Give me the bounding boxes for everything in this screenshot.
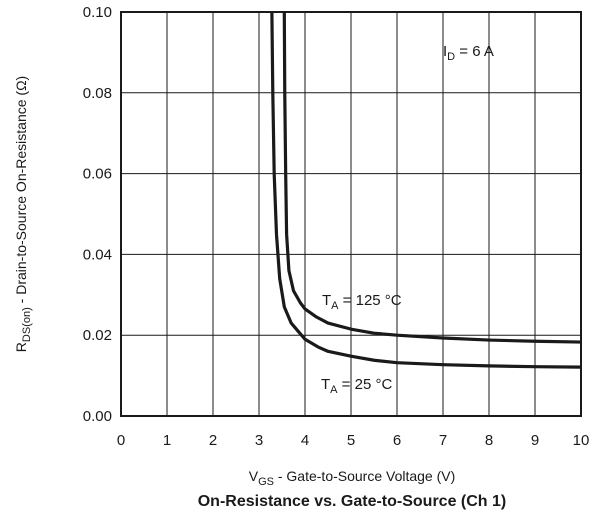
x-tick-label: 5	[347, 432, 355, 449]
x-tick-label: 9	[531, 432, 539, 449]
x-tick-label: 10	[573, 432, 590, 449]
y-tick-label: 0.04	[83, 246, 112, 263]
y-tick-label: 0.08	[83, 85, 112, 102]
annotation-id: ID = 6 A	[443, 43, 494, 63]
x-tick-label: 6	[393, 432, 401, 449]
x-tick-label: 0	[117, 432, 125, 449]
y-tick-label: 0.02	[83, 327, 112, 344]
x-tick-label: 4	[301, 432, 309, 449]
series-layer	[270, 11, 582, 369]
tick-labels: 0 1 2 3 4 5 6 7 8 9 10 0.00 0.02 0.04 0.06 0.08 0.10	[83, 4, 590, 449]
plot-frame	[120, 11, 582, 417]
chart-title: On-Resistance vs. Gate-to-Source (Ch 1)	[198, 493, 507, 510]
x-tick-label: 2	[209, 432, 217, 449]
y-tick-label: 0.00	[83, 408, 112, 425]
y-axis-label: RDS(on) - Drain-to-Source On-Resistance …	[13, 76, 33, 352]
series-line-2	[282, 11, 582, 344]
x-tick-label: 7	[439, 432, 447, 449]
x-tick-label: 3	[255, 432, 263, 449]
y-tick-label: 0.10	[83, 4, 112, 21]
x-tick-label: 8	[485, 432, 493, 449]
x-axis-label: VGS - Gate-to-Source Voltage (V)	[249, 468, 456, 488]
annotation-ta-25: TA = 25 °C	[321, 376, 392, 396]
y-tick-label: 0.06	[83, 166, 112, 183]
annotation-ta-125: TA = 125 °C	[322, 292, 402, 312]
x-tick-label: 1	[163, 432, 171, 449]
series-line-1	[270, 11, 582, 369]
